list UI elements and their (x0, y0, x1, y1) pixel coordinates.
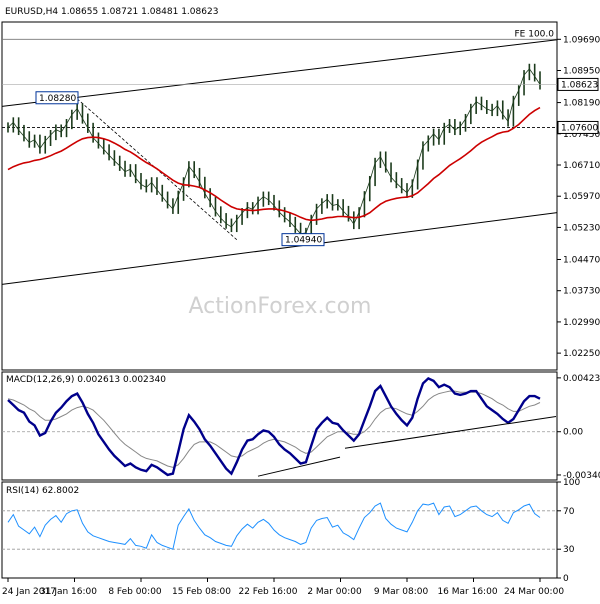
annotation-box (281, 233, 325, 247)
symbol-ohlc-label: EURUSD,H4 1.08655 1.08721 1.08481 1.0862… (5, 7, 218, 17)
x-tick-label: 24 Mar 00:00 (504, 587, 564, 597)
macd-y-tick-label: -0.003404 (563, 471, 600, 481)
x-tick-label: 8 Feb 00:00 (108, 587, 162, 597)
rsi-y-tick-label: 70 (563, 507, 575, 517)
level-value-box (557, 120, 599, 134)
macd-trendline-1 (257, 456, 341, 477)
annotation-label-low: 1.04940 (285, 236, 322, 246)
macd-line (7, 376, 541, 477)
rsi-line (7, 502, 541, 550)
price-y-tick-label: 1.06710 (563, 161, 600, 171)
macd-y-tick-label: 0.004238 (563, 374, 600, 384)
last-price-box (557, 77, 599, 91)
annotation-label-high: 1.08280 (39, 94, 76, 104)
macd-y-tick-label: 0.00 (563, 428, 583, 438)
price-close-line (7, 68, 541, 235)
channel-upper-line (1, 39, 558, 107)
macd-title: MACD(12,26,9) 0.002613 0.002340 (6, 375, 166, 385)
price-y-tick-label: 1.02250 (563, 349, 600, 359)
rsi-title: RSI(14) 62.8002 (6, 486, 79, 496)
last-price-label: 1.08623 (561, 80, 598, 90)
rsi-y-tick-label: 30 (563, 545, 575, 555)
macd-trendline-2 (344, 415, 557, 449)
price-y-tick-label: 1.08950 (563, 67, 600, 77)
rsi-y-tick-label: 0 (563, 574, 569, 584)
channel-lower-line (1, 212, 558, 285)
x-tick-label: 15 Feb 08:00 (172, 587, 231, 597)
price-y-tick-label: 1.07450 (563, 130, 600, 140)
x-tick-label: 16 Mar 16:00 (437, 587, 497, 597)
x-tick-label: 2 Mar 00:00 (307, 587, 362, 597)
fe-level-label: FE 100.0 (515, 29, 555, 39)
price-panel-frame (1, 21, 558, 371)
rsi-y-tick-label: 100 (563, 478, 580, 488)
price-y-tick-label: 1.02990 (563, 318, 600, 328)
price-y-tick-label: 1.09690 (563, 35, 600, 45)
x-tick-label: 9 Mar 08:00 (374, 587, 429, 597)
price-y-tick-label: 1.08190 (563, 99, 600, 109)
price-y-tick-label: 1.05970 (563, 192, 600, 202)
x-tick-label: 22 Feb 16:00 (238, 587, 297, 597)
level-value-label: 1.07600 (561, 123, 598, 133)
price-y-tick-label: 1.03730 (563, 287, 600, 297)
macd-panel-frame (1, 371, 558, 481)
price-y-tick-label: 1.04470 (563, 255, 600, 265)
rsi-panel-frame (1, 481, 558, 579)
x-tick-label: 24 Jan 2017 (2, 587, 56, 597)
price-y-tick-label: 1.05230 (563, 223, 600, 233)
x-tick-label: 31 Jan 16:00 (40, 587, 97, 597)
moving-average-line (7, 106, 541, 222)
watermark: ActionForex.com (189, 294, 372, 319)
